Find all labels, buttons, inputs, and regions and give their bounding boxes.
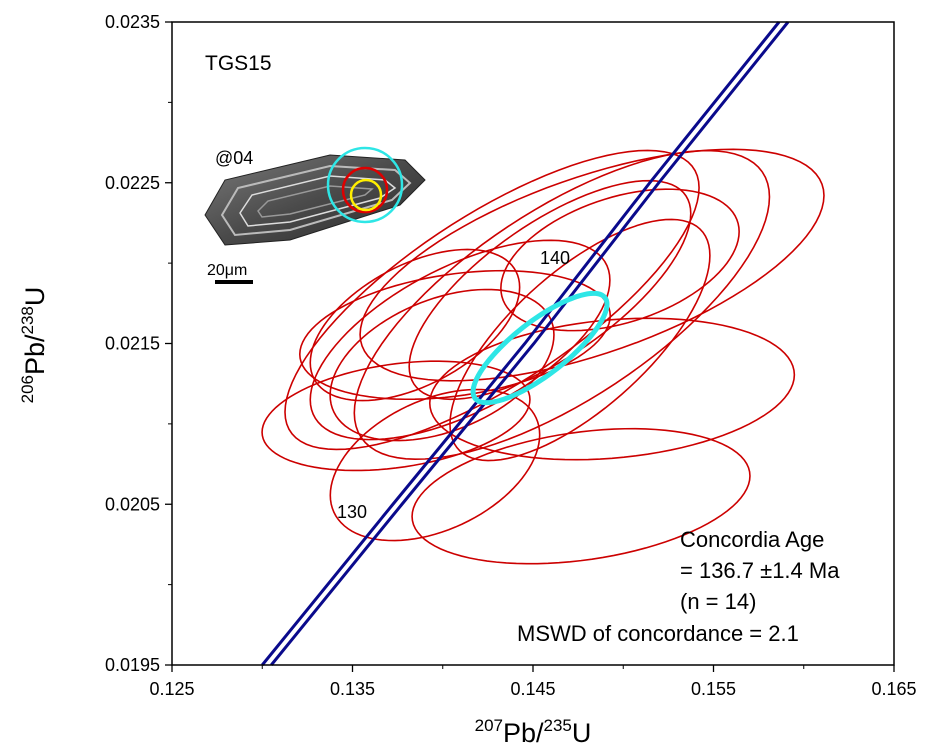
spot-circle [349, 178, 383, 212]
error-ellipse [428, 317, 796, 461]
x-tick-label: 0.165 [871, 679, 916, 699]
ylabel-title: 206Pb/238U [18, 287, 50, 404]
spot-circle [326, 146, 404, 224]
label-text: U [20, 287, 50, 307]
zircon-inset: @04 20μm [204, 146, 426, 284]
spot-circle [341, 166, 389, 214]
result-text: (n = 14) [680, 589, 756, 614]
error-ellipse [408, 179, 692, 401]
label-superscript: 206 [18, 375, 37, 403]
error-ellipse [353, 149, 771, 461]
x-tick-label: 0.125 [149, 679, 194, 699]
zircon-zone [257, 185, 374, 218]
grain-label: @04 [215, 148, 253, 168]
error-ellipse [500, 188, 740, 332]
x-tick-label: 0.155 [691, 679, 736, 699]
y-tick-label: 0.0235 [105, 12, 160, 32]
label-superscript: 207 [475, 716, 503, 735]
error-ellipse [449, 218, 711, 462]
error-ellipse [309, 248, 521, 402]
zircon-grain [204, 154, 426, 246]
x-tick-label: 0.145 [510, 679, 555, 699]
concordia-curve [270, 21, 790, 666]
y-tick-label: 0.0205 [105, 494, 160, 514]
y-tick-label: 0.0215 [105, 334, 160, 354]
label-superscript: 238 [18, 306, 37, 334]
error-ellipse [411, 427, 751, 565]
y-tick-label: 0.0195 [105, 655, 160, 675]
result-text: = 136.7 ±1.4 Ma [680, 558, 840, 583]
label-text: U [572, 718, 592, 748]
age-label: 140 [540, 248, 570, 268]
y-tick-label: 0.0225 [105, 173, 160, 193]
concordia-age-ellipse [470, 290, 610, 406]
error-ellipse [261, 360, 531, 472]
zircon-zone [239, 175, 397, 227]
concordia-curve [261, 21, 781, 666]
label-superscript: 235 [544, 716, 572, 735]
sample-label: TGS15 [205, 52, 272, 75]
xlabel-title: 207Pb/235U [475, 716, 592, 748]
x-tick-label: 0.135 [330, 679, 375, 699]
zircon-zone [220, 164, 412, 237]
result-text: Concordia Age [680, 527, 824, 552]
age-label: 130 [337, 502, 367, 522]
error-ellipse [298, 269, 612, 401]
label-text: Pb/ [503, 718, 544, 748]
result-text: MSWD of concordance = 2.1 [517, 621, 799, 646]
label-text: Pb/ [20, 334, 50, 375]
error-ellipse [329, 288, 555, 442]
scale-label: 20μm [207, 262, 247, 279]
